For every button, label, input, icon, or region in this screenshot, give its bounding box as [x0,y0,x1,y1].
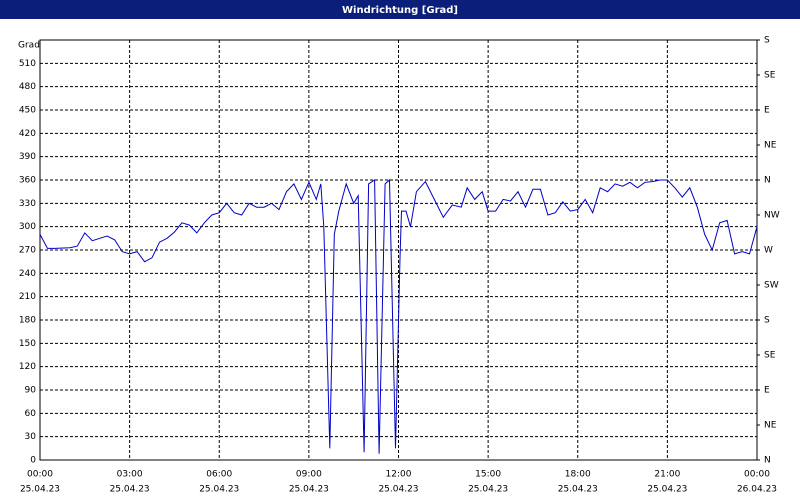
y-tick-label: 510 [19,59,36,69]
x-tick-date: 25.04.23 [378,485,418,495]
y-tick-label: 60 [25,409,37,419]
y2-tick-label: S [764,36,770,46]
y-tick-label: 120 [19,362,36,372]
y-axis-label: Grad [18,41,40,51]
y-tick-label: 30 [25,432,37,442]
y2-tick-label: SW [764,281,779,291]
x-tick-date: 25.04.23 [110,485,150,495]
x-tick-label: 21:00 [654,470,680,480]
x-tick-label: 18:00 [565,470,591,480]
x-tick-label: 12:00 [386,470,412,480]
y2-tick-label: N [764,176,771,186]
y-tick-label: 420 [19,129,36,139]
x-tick-date: 25.04.23 [468,485,508,495]
x-tick-date: 25.04.23 [199,485,239,495]
x-tick-label: 06:00 [206,470,232,480]
y-tick-label: 360 [19,176,36,186]
chart-title: Windrichtung [Grad] [342,5,458,16]
y2-tick-label: NE [764,141,777,151]
y-tick-label: 480 [19,82,36,92]
x-tick-label: 09:00 [296,470,322,480]
y2-tick-label: W [764,246,773,256]
y-tick-label: 0 [30,456,36,466]
y2-tick-label: E [764,106,770,116]
x-tick-label: 00:00 [744,470,770,480]
x-tick-date: 25.04.23 [20,485,60,495]
title-bar [0,0,800,19]
x-tick-label: 15:00 [475,470,501,480]
y2-tick-label: NW [764,211,780,221]
x-tick-label: 03:00 [117,470,143,480]
x-tick-date: 25.04.23 [558,485,598,495]
y-tick-label: 150 [19,339,36,349]
y-tick-label: 270 [19,246,36,256]
x-tick-date: 26.04.23 [737,485,777,495]
y-tick-label: 300 [19,222,36,232]
x-tick-date: 25.04.23 [289,485,329,495]
y2-tick-label: NE [764,421,777,431]
y-tick-label: 390 [19,152,36,162]
y-tick-label: 450 [19,106,36,116]
x-tick-label: 00:00 [27,470,53,480]
y2-tick-label: S [764,316,770,326]
y2-tick-label: N [764,456,771,466]
data-line [39,178,758,454]
y2-tick-label: E [764,386,770,396]
y-tick-label: 240 [19,269,36,279]
y2-tick-label: SE [764,351,776,361]
x-tick-date: 25.04.23 [647,485,687,495]
y2-tick-label: SE [764,71,776,81]
y-tick-label: 90 [25,386,37,396]
y-tick-label: 210 [19,292,36,302]
y-tick-label: 330 [19,199,36,209]
y-tick-label: 180 [19,316,36,326]
